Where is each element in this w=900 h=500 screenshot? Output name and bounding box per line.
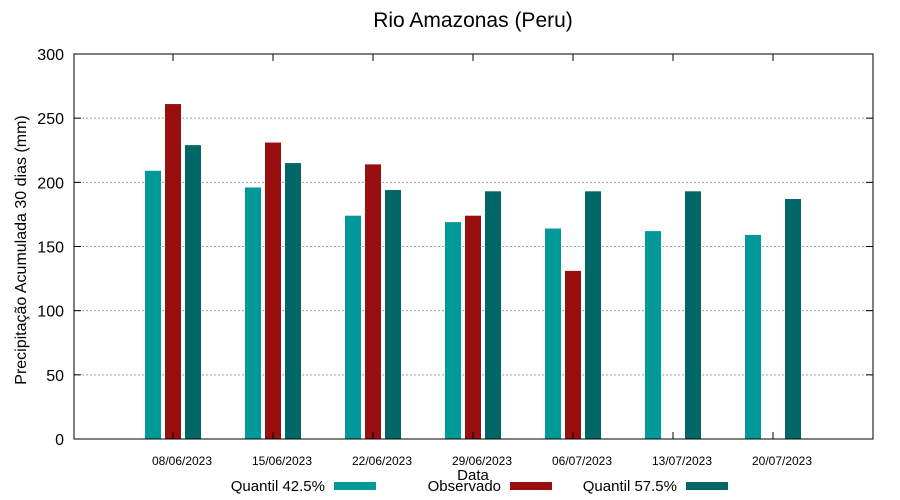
bar-quantil-57-5 [185,145,201,439]
x-tick-label: 06/07/2023 [552,454,612,468]
bar-quantil-57-5 [785,199,801,439]
legend-swatch [510,482,552,490]
bar-quantil-42-5 [745,234,761,439]
y-tick-label: 300 [37,47,64,64]
x-tick-label: 15/06/2023 [252,454,312,468]
y-axis-ticks: 0 50 100 150 200 250 300 [37,47,873,449]
x-axis-label: Data [457,467,489,484]
bar-observado [365,164,381,439]
bar-observado [165,104,181,440]
y-tick-label: 50 [46,368,64,385]
legend-label: Observado [428,478,501,495]
grid-lines [74,117,873,376]
bar-observado [465,215,481,439]
legend-label: Quantil 42.5% [231,478,325,495]
chart-title: Rio Amazonas (Peru) [373,9,573,32]
bar-observado [265,142,281,440]
x-tick-label: 29/06/2023 [452,454,512,468]
x-tick-label: 13/07/2023 [652,454,712,468]
y-tick-label: 0 [55,432,64,449]
y-tick-label: 250 [37,111,64,128]
x-tick-label: 20/07/2023 [752,454,812,468]
bar-quantil-57-5 [585,191,601,439]
legend-swatch [686,482,728,490]
bar-quantil-42-5 [145,170,161,440]
bar-quantil-42-5 [345,215,361,439]
bar-observado [565,270,581,439]
x-tick-label: 22/06/2023 [352,454,412,468]
legend-item: Observado [428,478,552,495]
legend-item: Quantil 57.5% [583,478,728,495]
bar-quantil-57-5 [485,191,501,439]
bar-quantil-42-5 [245,187,261,439]
bar-quantil-42-5 [545,228,561,439]
bar-quantil-57-5 [385,190,401,439]
legend-item: Quantil 42.5% [231,478,376,495]
x-axis-ticks: 08/06/2023 15/06/2023 22/06/2023 29/06/2023… [152,54,812,468]
bar-quantil-57-5 [285,163,301,440]
bar-quantil-42-5 [445,222,461,439]
legend-swatch [334,482,376,490]
bars [145,104,801,440]
legend-label: Quantil 57.5% [583,478,677,495]
legend: Quantil 42.5% Observado Quantil 57.5% [231,478,728,495]
bar-quantil-42-5 [645,231,661,439]
y-tick-label: 100 [37,304,64,321]
y-tick-label: 200 [37,175,64,192]
x-tick-label: 08/06/2023 [152,454,212,468]
y-axis-label: Precipitação Acumulada 30 dias (mm) [13,115,30,384]
y-tick-label: 150 [37,240,64,257]
bar-quantil-57-5 [685,191,701,439]
